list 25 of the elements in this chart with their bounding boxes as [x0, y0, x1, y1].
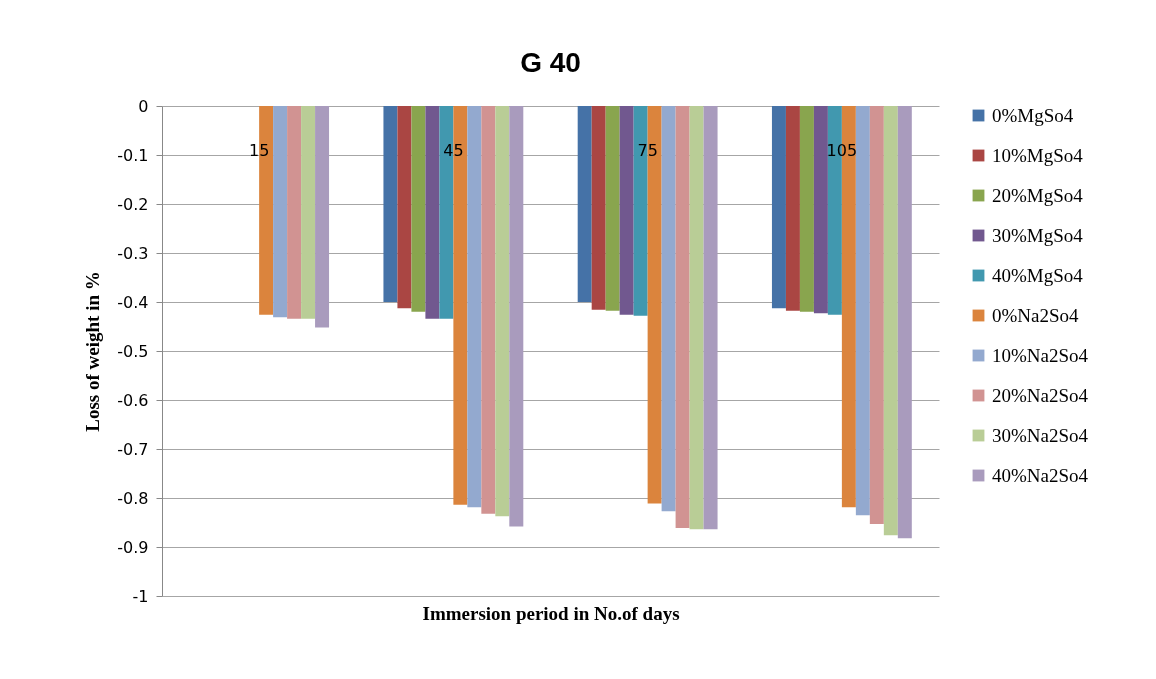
y-tick-label: -0.1	[117, 145, 149, 165]
y-tick-label: -0.9	[117, 537, 149, 557]
y-tick-label: 0	[138, 96, 149, 116]
legend-label: 10%MgSo4	[992, 144, 1084, 166]
y-tick-label: -0.8	[117, 488, 149, 508]
legend-label: 40%Na2So4	[992, 464, 1089, 486]
y-tick-label: -0.6	[117, 390, 149, 410]
legend-label: 20%Na2So4	[992, 384, 1089, 406]
legend-label: 30%MgSo4	[992, 224, 1084, 246]
legend-label: 0%MgSo4	[992, 104, 1074, 126]
y-tick-label: -0.5	[117, 341, 149, 361]
y-tick-label: -0.3	[117, 243, 149, 263]
legend-label: 30%Na2So4	[992, 424, 1089, 446]
legend-label: 20%MgSo4	[992, 184, 1084, 206]
y-tick-label: -0.4	[117, 292, 149, 312]
y-tick-label: -0.7	[117, 439, 149, 459]
legend-label: 40%MgSo4	[992, 264, 1084, 286]
x-tick-label: 15	[248, 140, 270, 160]
legend-label: 10%Na2So4	[992, 344, 1089, 366]
y-tick-label: -0.2	[117, 194, 149, 214]
legend-label: 0%Na2So4	[992, 304, 1080, 326]
y-tick-label: -1	[132, 586, 149, 606]
chart-title: G 40	[520, 47, 581, 78]
y-axis-title: Loss of weight in %	[82, 271, 104, 432]
x-axis-title: Immersion period in No.of days	[422, 602, 680, 624]
